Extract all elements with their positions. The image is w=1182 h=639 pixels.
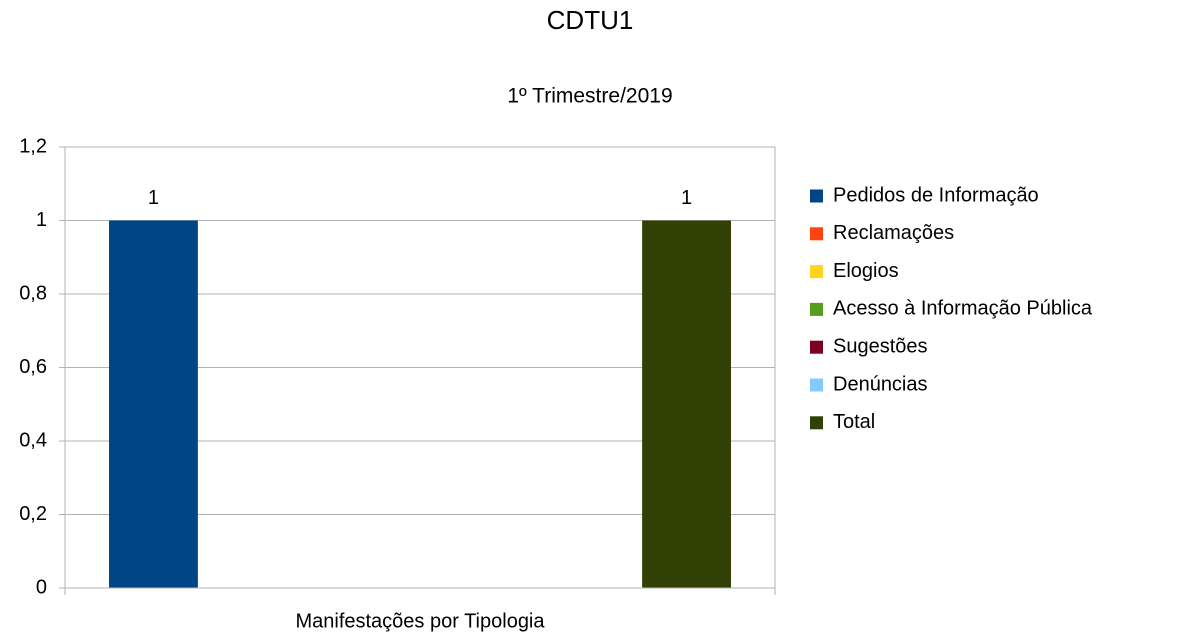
legend-swatch <box>810 416 823 430</box>
legend-label: Denúncias <box>833 373 928 395</box>
chart-title: CDTU1 <box>547 5 634 35</box>
legend-label: Total <box>833 411 875 433</box>
legend-swatch <box>810 340 823 354</box>
legend-swatch <box>810 302 823 316</box>
y-tick-label: 1,2 <box>19 135 47 157</box>
data-label: 1 <box>681 187 692 209</box>
data-label: 1 <box>148 187 159 209</box>
chart-subtitle: 1º Trimestre/2019 <box>507 85 672 108</box>
legend-label: Pedidos de Informação <box>833 184 1039 206</box>
legend-label: Acesso à Informação Pública <box>833 298 1093 320</box>
y-tick-label: 0,4 <box>19 429 47 451</box>
legend-label: Sugestões <box>833 335 928 357</box>
y-tick-label: 1 <box>36 209 47 231</box>
legend-swatch <box>810 189 823 203</box>
legend-label: Elogios <box>833 260 899 282</box>
legend-swatch <box>810 227 823 241</box>
y-tick-label: 0 <box>36 576 47 598</box>
legend-label: Reclamações <box>833 222 954 244</box>
x-tick-label: Manifestações por Tipologia <box>295 610 545 632</box>
legend-swatch <box>810 265 823 279</box>
y-tick-label: 0,8 <box>19 282 47 304</box>
bar <box>109 220 198 588</box>
legend-swatch <box>810 378 823 392</box>
y-tick-label: 0,2 <box>19 503 47 525</box>
bar <box>642 220 731 588</box>
y-tick-label: 0,6 <box>19 356 47 378</box>
